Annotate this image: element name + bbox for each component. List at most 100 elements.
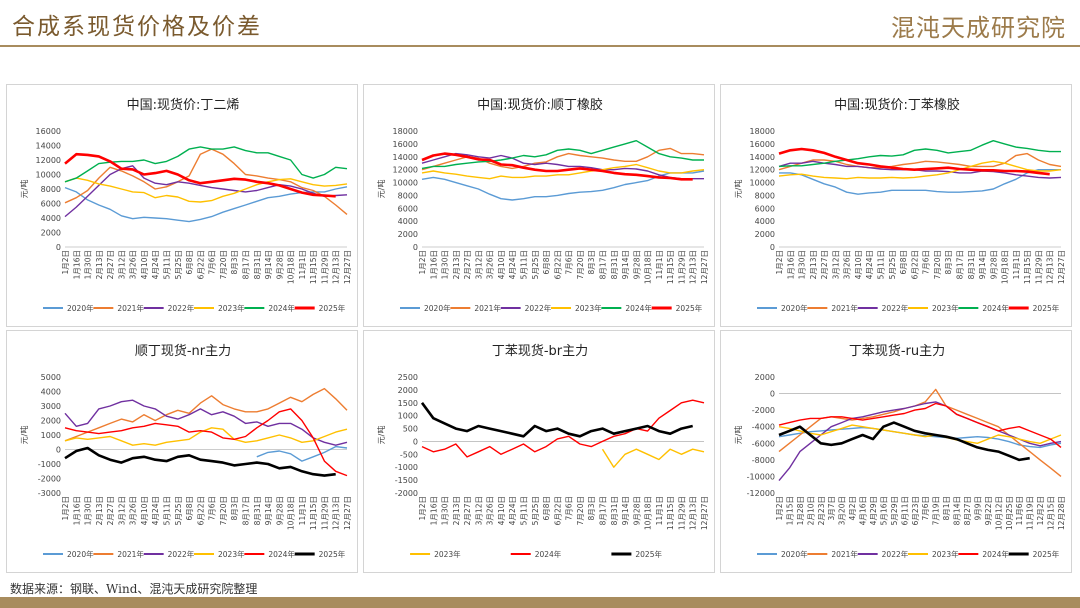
x-tick-label: 6月22日	[196, 496, 205, 525]
y-tick-label: 500	[403, 425, 418, 434]
x-tick-label: 8月31日	[610, 496, 619, 525]
legend-label: 2023年	[434, 549, 461, 559]
x-tick-label: 3月26日	[486, 250, 495, 279]
x-tick-label: 1月16日	[429, 496, 438, 525]
x-tick-label: 8月3日	[587, 496, 596, 521]
legend-label: 2025年	[1033, 303, 1060, 313]
legend-label: 2023年	[575, 303, 602, 313]
chart-title: 中国:现货价:顺丁橡胶	[477, 97, 603, 113]
x-tick-label: 7月6日	[208, 496, 217, 521]
legend-item: 2021年	[450, 303, 501, 313]
legend-item: 2022年	[143, 303, 195, 313]
x-tick-label: 6月8日	[542, 250, 551, 275]
x-tick-label: 8月3日	[587, 250, 596, 275]
series-line-2024年	[64, 408, 348, 477]
brand-logo: 混沌天成研究院	[891, 14, 1066, 42]
x-tick-label: 3月26日	[129, 250, 138, 279]
legend-label: 2024年	[268, 303, 295, 313]
y-tick-label: 4000	[755, 217, 775, 226]
x-tick-label: 7月19日	[932, 496, 941, 525]
y-tick-label: 2000	[41, 229, 61, 238]
footer-bar	[0, 597, 1080, 608]
legend-label: 2023年	[932, 303, 959, 313]
y-tick-label: 8000	[398, 191, 418, 200]
legend-label: 2025年	[319, 303, 346, 313]
series-line-2022年	[778, 401, 1062, 482]
legend-label: 2025年	[676, 303, 703, 313]
legend-item: 2024年	[958, 303, 1009, 313]
x-tick-label: 9月28日	[989, 250, 998, 279]
series-line-2023年	[64, 427, 348, 446]
legend-item: 2023年	[908, 303, 959, 313]
legend-item: 2025年	[294, 549, 346, 559]
series-line-2025年	[421, 152, 693, 181]
x-tick-label: 3月20日	[838, 496, 847, 525]
x-tick-label: 2月27日	[463, 250, 472, 279]
x-tick-label: 9月28日	[275, 496, 284, 525]
y-tick-label: -1000	[38, 460, 61, 469]
x-tick-label: 12月28日	[1057, 496, 1066, 530]
legend-label: 2022年	[525, 303, 552, 313]
legend-item: 2021年	[93, 549, 144, 559]
legend-label: 2024年	[268, 549, 295, 559]
y-tick-label: 8000	[41, 185, 61, 194]
y-tick-label: 0	[413, 243, 418, 252]
x-tick-label: 5月25日	[174, 250, 183, 279]
series-line-2023年	[778, 160, 1062, 180]
legend-item: 2020年	[757, 303, 808, 313]
x-tick-label: 12月13日	[332, 496, 341, 530]
y-tick-label: 2000	[755, 230, 775, 239]
y-axis-label: 元/吨	[376, 180, 386, 199]
series-line-2023年	[601, 448, 705, 468]
legend-label: 2021年	[117, 303, 144, 313]
x-tick-label: 1月2日	[418, 250, 427, 275]
x-tick-label: 8月31日	[253, 250, 262, 279]
x-tick-label: 1月28日	[796, 496, 805, 525]
legend-label: 2023年	[218, 303, 245, 313]
x-tick-label: 1月30日	[84, 496, 93, 525]
x-tick-label: 4月24日	[151, 250, 160, 279]
data-source-note: 数据来源：钢联、Wind、混沌天成研究院整理	[10, 582, 258, 596]
series-line-2021年	[64, 148, 348, 215]
x-tick-label: 8月3日	[230, 250, 239, 275]
legend-label: 2021年	[117, 549, 144, 559]
x-tick-label: 8月31日	[967, 250, 976, 279]
y-tick-label: -3000	[38, 489, 61, 498]
x-tick-label: 8月3日	[944, 250, 953, 275]
x-tick-label: 12月27日	[700, 250, 709, 284]
x-tick-label: 6月8日	[542, 496, 551, 521]
x-tick-label: 11月1日	[1012, 250, 1021, 279]
x-tick-label: 2月10日	[806, 496, 815, 525]
x-tick-label: 7月6日	[921, 496, 930, 521]
x-tick-label: 3月12日	[831, 250, 840, 279]
legend-item: 2023年	[194, 303, 245, 313]
x-tick-label: 4月16日	[859, 496, 868, 525]
legend-item: 2025年	[1008, 303, 1060, 313]
legend-item: 2022年	[857, 303, 909, 313]
series-line-2023年	[421, 163, 705, 180]
series-line-2023年	[64, 177, 348, 203]
y-axis-label: 元/吨	[733, 426, 743, 445]
y-tick-label: 12000	[750, 166, 775, 175]
series-line-2023年	[778, 424, 1062, 444]
x-tick-label: 12月13日	[689, 496, 698, 530]
x-tick-label: 1月16日	[72, 250, 81, 279]
x-tick-label: 8月27日	[963, 496, 972, 525]
x-tick-label: 2月27日	[106, 496, 115, 525]
y-tick-label: -500	[400, 450, 418, 459]
y-tick-label: -1500	[395, 476, 418, 485]
y-tick-label: -2000	[752, 406, 775, 415]
x-tick-label: 12月27日	[343, 250, 352, 284]
x-tick-label: 8月17日	[598, 250, 607, 279]
legend-item: 2023年	[194, 549, 245, 559]
legend-label: 2023年	[218, 549, 245, 559]
y-tick-label: 0	[56, 446, 61, 455]
y-tick-label: 0	[770, 243, 775, 252]
legend-item: 2024年	[510, 549, 562, 559]
legend-label: 2024年	[982, 549, 1009, 559]
x-tick-label: 9月14日	[621, 250, 630, 279]
x-tick-label: 12月15日	[1047, 496, 1056, 530]
y-tick-label: -1000	[395, 463, 418, 472]
x-tick-label: 2月13日	[95, 250, 104, 279]
